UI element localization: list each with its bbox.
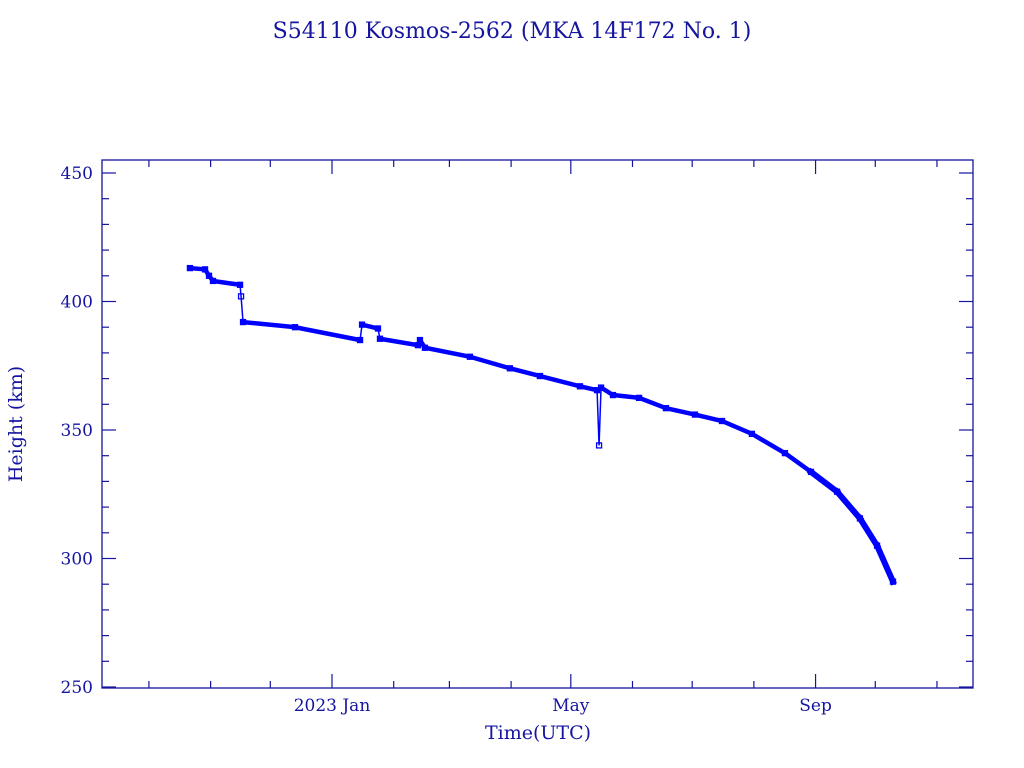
series-segment bbox=[748, 430, 789, 457]
data-point bbox=[889, 578, 897, 585]
series-segment bbox=[663, 405, 698, 418]
data-point bbox=[374, 325, 382, 332]
x-axis-label: Time(UTC) bbox=[485, 722, 591, 744]
data-point bbox=[236, 281, 244, 288]
data-point bbox=[506, 365, 514, 372]
data-point bbox=[635, 394, 643, 402]
series-segment bbox=[507, 365, 543, 379]
series-segment bbox=[240, 319, 298, 330]
data-point bbox=[416, 336, 424, 344]
series-segment bbox=[377, 336, 421, 348]
data-point bbox=[466, 353, 474, 360]
series-segment bbox=[692, 411, 725, 424]
data-point bbox=[358, 321, 366, 328]
series-segment bbox=[873, 541, 897, 586]
data-point bbox=[748, 430, 756, 438]
data-point bbox=[291, 324, 299, 331]
data-point bbox=[576, 383, 584, 390]
data-point bbox=[609, 391, 617, 399]
series-segment bbox=[292, 324, 363, 343]
series-segment bbox=[537, 373, 583, 390]
data-point bbox=[376, 335, 384, 342]
data-point bbox=[239, 318, 247, 326]
data-point bbox=[536, 372, 544, 380]
x-tick-labels: 2023 Jan May Sep bbox=[294, 696, 832, 716]
series-segment bbox=[806, 467, 842, 496]
plot-frame bbox=[101, 159, 974, 689]
data-point bbox=[237, 293, 245, 300]
data-point bbox=[873, 542, 881, 549]
data-point bbox=[691, 411, 699, 418]
series-segment bbox=[781, 449, 815, 476]
y-tick-label: 350 bbox=[61, 421, 93, 441]
data-point bbox=[205, 272, 213, 279]
data-point bbox=[597, 384, 605, 391]
data-point bbox=[781, 449, 789, 457]
series-segment bbox=[855, 514, 882, 550]
data-point bbox=[201, 266, 209, 273]
data-point bbox=[421, 344, 429, 351]
data-point bbox=[209, 277, 217, 285]
y-tick-label: 400 bbox=[61, 293, 93, 313]
chart-title: S54110 Kosmos-2562 (MKA 14F172 No. 1) bbox=[273, 19, 752, 44]
series-segment bbox=[719, 418, 755, 437]
data-point bbox=[595, 442, 603, 449]
axis-ticks bbox=[102, 160, 973, 688]
data-point bbox=[356, 336, 364, 344]
x-tick-label: Sep bbox=[799, 696, 832, 716]
x-tick-label: 2023 Jan bbox=[294, 696, 371, 716]
data-point bbox=[662, 405, 670, 412]
data-point bbox=[718, 417, 726, 425]
x-tick-label: May bbox=[552, 696, 590, 716]
series-segment bbox=[610, 392, 642, 401]
y-tick-label: 250 bbox=[61, 678, 93, 698]
series-segment bbox=[210, 278, 243, 288]
y-tick-label: 450 bbox=[61, 164, 93, 184]
series-segment bbox=[422, 345, 473, 360]
data-point bbox=[856, 515, 864, 522]
data-point bbox=[807, 468, 815, 476]
series-segment bbox=[832, 487, 865, 523]
y-tick-labels: 250 300 350 400 450 bbox=[61, 164, 93, 698]
series-line bbox=[189, 267, 894, 582]
y-tick-label: 300 bbox=[61, 550, 93, 570]
series-height bbox=[186, 264, 897, 586]
data-point bbox=[833, 488, 841, 495]
y-axis-label: Height (km) bbox=[5, 366, 27, 482]
series-segment bbox=[636, 394, 669, 412]
series-segment bbox=[467, 353, 513, 372]
data-point bbox=[186, 264, 194, 272]
